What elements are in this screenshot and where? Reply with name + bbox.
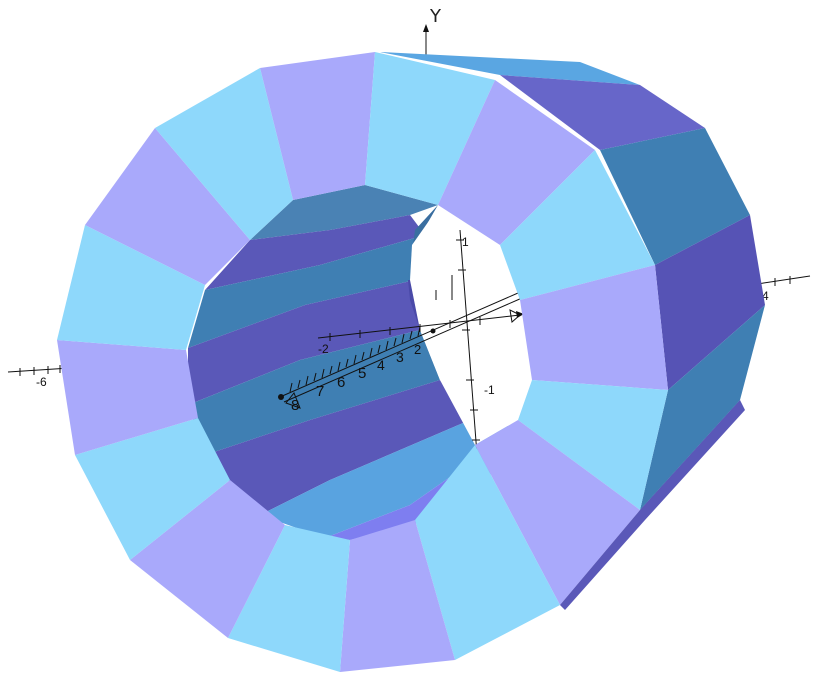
cylinder-side-wall bbox=[380, 52, 765, 555]
depth-tick-label-3: 3 bbox=[396, 349, 404, 365]
y-axis-title: Y bbox=[429, 6, 442, 27]
y-tick-label-1: 1 bbox=[462, 235, 469, 249]
outer-y-axis: Y bbox=[423, 6, 442, 55]
x-tick-label-neg6: -6 bbox=[36, 375, 47, 389]
tunnel-inner-surface bbox=[188, 185, 520, 540]
depth-tick-label-5: 5 bbox=[358, 365, 366, 382]
cylinder-rim-edge bbox=[560, 400, 745, 610]
depth-tick-label-7: 7 bbox=[316, 383, 324, 400]
depth-axis-ticks bbox=[289, 326, 421, 393]
inner-axes: -2 1 -1 bbox=[278, 229, 524, 469]
x-tick-label-4: 4 bbox=[762, 289, 769, 303]
depth-tick-label-6: 6 bbox=[337, 374, 345, 391]
front-ring-face bbox=[57, 52, 668, 672]
depth-tick-label-8: 8 bbox=[291, 397, 299, 414]
tunnel-opening bbox=[410, 208, 532, 445]
x-tick-label-neg2: -2 bbox=[318, 342, 329, 356]
depth-tick-label-4: 4 bbox=[377, 357, 385, 373]
depth-tick-label-2: 2 bbox=[414, 342, 421, 357]
y-tick-label-neg1: -1 bbox=[484, 383, 495, 397]
